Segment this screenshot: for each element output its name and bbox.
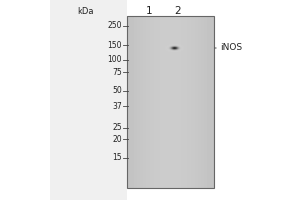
- Text: 1: 1: [146, 6, 152, 16]
- Text: 100: 100: [107, 55, 122, 64]
- Text: 75: 75: [112, 68, 122, 77]
- Bar: [50, 0, 127, 200]
- Text: 20: 20: [112, 134, 122, 144]
- Text: kDa: kDa: [77, 6, 93, 16]
- Bar: [127, 16, 214, 188]
- Text: 50: 50: [112, 86, 122, 95]
- Text: 2: 2: [175, 6, 181, 16]
- Text: 150: 150: [107, 40, 122, 49]
- Text: 15: 15: [112, 154, 122, 162]
- Text: 37: 37: [112, 102, 122, 111]
- Text: iNOS: iNOS: [220, 44, 242, 52]
- Text: 250: 250: [107, 21, 122, 30]
- Text: 25: 25: [112, 123, 122, 132]
